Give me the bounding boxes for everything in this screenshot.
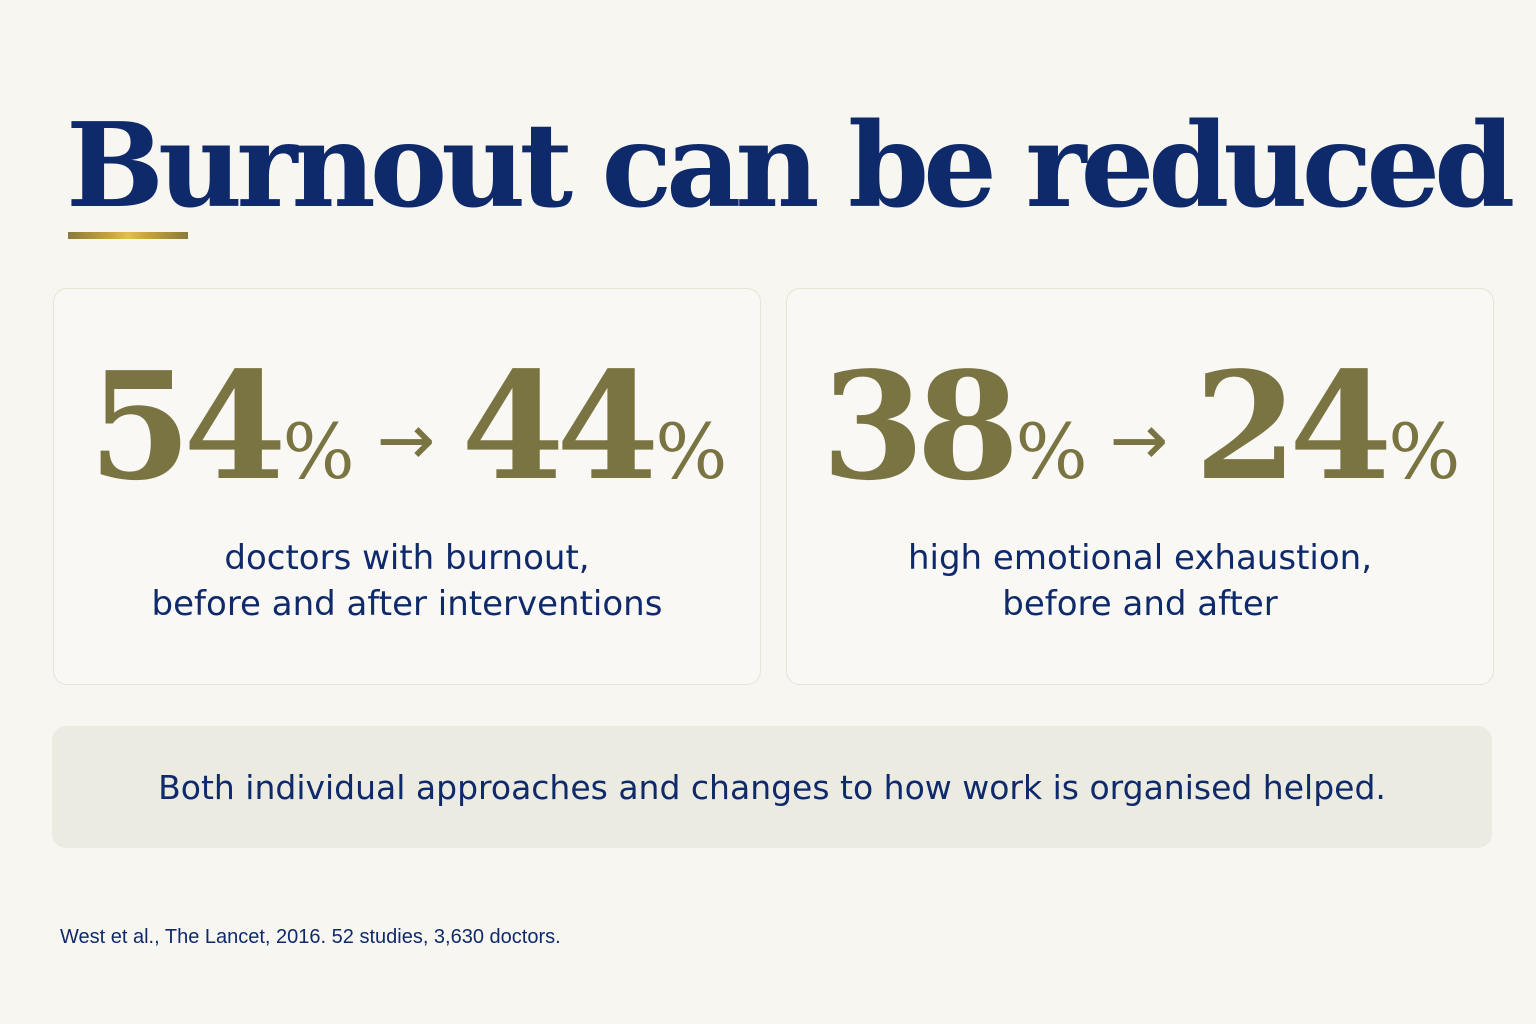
stat-description-line: doctors with burnout, [224, 538, 590, 578]
stat-values: 38% → 24% [787, 351, 1493, 501]
stat-before-value: 54 [88, 339, 286, 513]
stat-description-line: before and after interventions [151, 584, 663, 624]
right-arrow-icon: → [1109, 399, 1169, 481]
stat-before-unit: % [1015, 407, 1087, 496]
stat-description: doctors with burnout, before and after i… [54, 535, 760, 627]
stat-description-line: high emotional exhaustion, [907, 538, 1372, 578]
stat-after-value: 44 [461, 339, 659, 513]
page-title: Burnout can be reduced [66, 98, 1515, 234]
stat-after-unit: % [655, 407, 727, 496]
stat-card-burnout: 54% → 44% doctors with burnout, before a… [53, 288, 761, 685]
stat-description: high emotional exhaustion, before and af… [787, 535, 1493, 627]
source-citation: West et al., The Lancet, 2016. 52 studie… [60, 926, 561, 948]
summary-banner: Both individual approaches and changes t… [52, 726, 1492, 848]
stat-description-line: before and after [1002, 584, 1278, 624]
summary-text: Both individual approaches and changes t… [158, 767, 1386, 807]
stat-after-value: 24 [1194, 339, 1392, 513]
stat-after-unit: % [1388, 407, 1460, 496]
stat-card-exhaustion: 38% → 24% high emotional exhaustion, bef… [786, 288, 1494, 685]
stat-before-unit: % [282, 407, 354, 496]
right-arrow-icon: → [376, 399, 436, 481]
stat-values: 54% → 44% [54, 351, 760, 501]
title-accent-rule [68, 232, 188, 239]
stat-before-value: 38 [821, 339, 1019, 513]
